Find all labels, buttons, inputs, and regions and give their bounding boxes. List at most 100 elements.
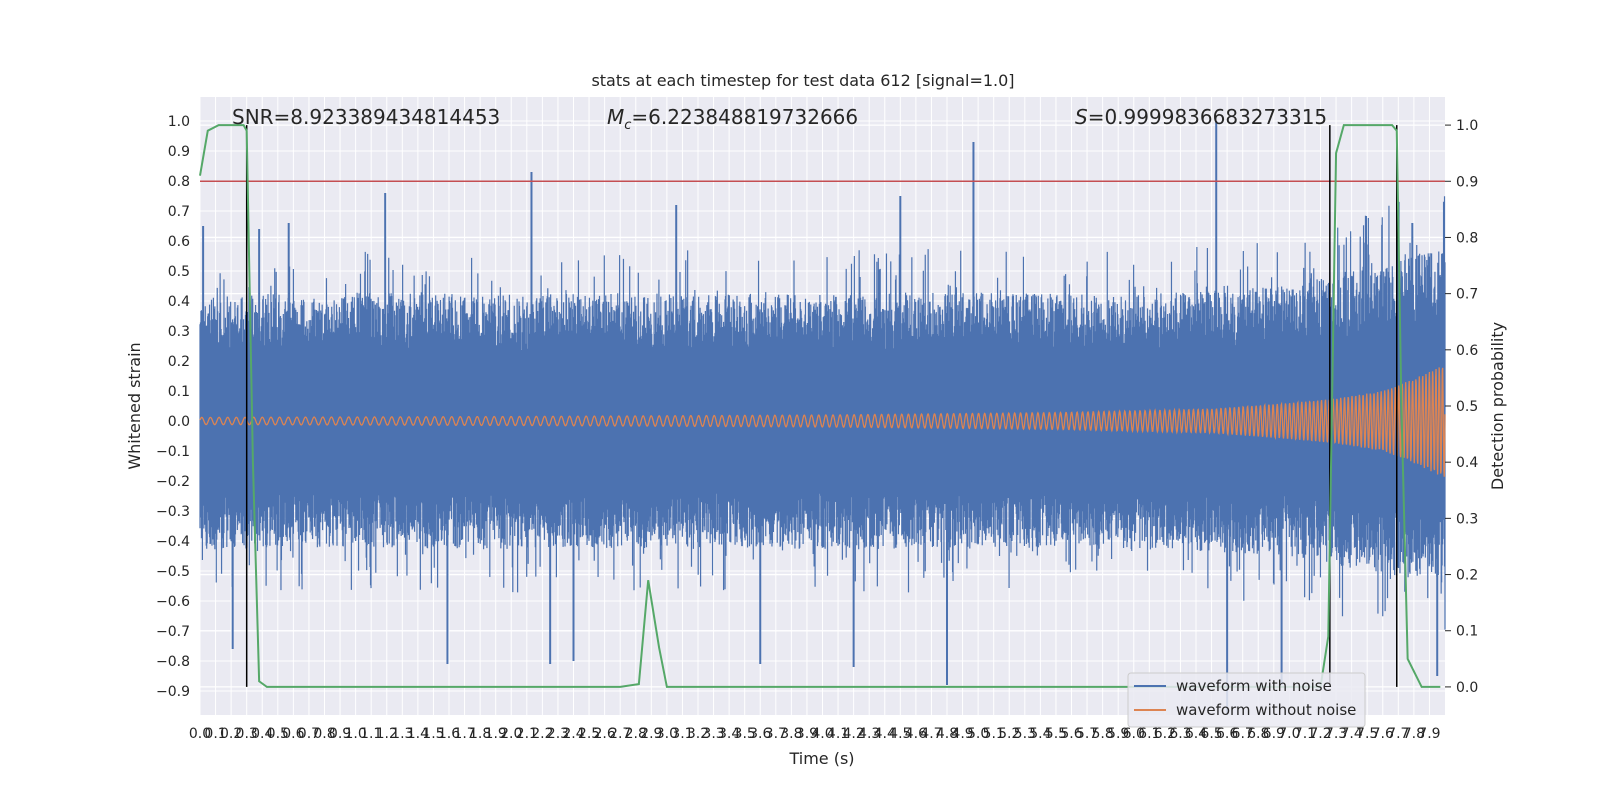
x-tick-label: 4.3 [858, 726, 880, 742]
chirp-mass-subscript: c [624, 118, 631, 133]
y-tick-label-right: 0.3 [1456, 511, 1478, 527]
x-tick-label: 1.9 [485, 726, 507, 742]
significance-value: =0.9999836683273315 [1088, 105, 1327, 129]
y-tick-label-left: 1.0 [168, 114, 190, 130]
x-tick-label: 0.7 [298, 726, 320, 742]
x-tick-label: 5.3 [1014, 726, 1036, 742]
x-tick-label: 7.9 [1418, 726, 1440, 742]
x-tick-label: 2.6 [593, 726, 615, 742]
y-tick-label-left: 0.1 [168, 384, 190, 400]
x-tick-label: 1.5 [422, 726, 444, 742]
x-tick-label: 7.6 [1372, 726, 1394, 742]
snr-annotation: SNR=8.923389434814453 [232, 105, 500, 129]
x-tick-label: 3.4 [718, 726, 740, 742]
x-tick-label: 2.5 [578, 726, 600, 742]
x-tick-label: 2.2 [531, 726, 553, 742]
x-tick-label: 7.4 [1340, 726, 1362, 742]
x-tick-label: 0.0 [189, 726, 211, 742]
x-tick-label: 3.1 [671, 726, 693, 742]
x-tick-label: 5.0 [967, 726, 989, 742]
x-tick-label: 2.3 [547, 726, 569, 742]
y-tick-label-right: 0.1 [1456, 624, 1478, 640]
y-tick-label-right: 0.0 [1456, 680, 1478, 696]
y-tick-label-right: 0.2 [1456, 568, 1478, 584]
y-tick-label-right: 0.6 [1456, 343, 1478, 359]
y-tick-label-left: −0.9 [156, 684, 190, 700]
x-tick-label: 4.6 [905, 726, 927, 742]
y-tick-label-left: −0.3 [156, 504, 190, 520]
x-tick-label: 6.3 [1169, 726, 1191, 742]
x-tick-label: 6.7 [1232, 726, 1254, 742]
x-tick-label: 0.3 [236, 726, 258, 742]
x-tick-label: 6.1 [1138, 726, 1160, 742]
x-tick-label: 5.9 [1107, 726, 1129, 742]
y-tick-labels-right: 1.0 0.9 0.8 0.7 0.6 0.5 0.4 0.3 0.2 0.1 0.0 [1445, 118, 1478, 696]
x-tick-label: 2.1 [516, 726, 538, 742]
x-tick-label: 6.5 [1200, 726, 1222, 742]
x-tick-label: 3.2 [687, 726, 709, 742]
x-tick-label: 2.9 [640, 726, 662, 742]
x-tick-label: 4.1 [827, 726, 849, 742]
y-tick-label-right: 0.7 [1456, 287, 1478, 303]
x-tick-label: 5.4 [1029, 726, 1051, 742]
x-tick-label: 1.3 [391, 726, 413, 742]
chart-title: stats at each timestep for test data 612… [591, 71, 1014, 90]
x-tick-label: 6.8 [1247, 726, 1269, 742]
chirp-mass-annotation: Mc=6.223848819732666 [607, 105, 858, 133]
x-tick-label: 7.2 [1309, 726, 1331, 742]
y-tick-labels-left: 1.0 0.9 0.8 0.7 0.6 0.5 0.4 0.3 0.2 0.1 0.0 −0.1 −0.… [156, 114, 190, 700]
x-tick-label: 3.7 [765, 726, 787, 742]
y-tick-label-left: 0.3 [168, 324, 190, 340]
y-tick-label-left: −0.6 [156, 594, 190, 610]
x-tick-label: 4.5 [889, 726, 911, 742]
x-tick-label: 7.0 [1278, 726, 1300, 742]
x-tick-label: 4.0 [811, 726, 833, 742]
x-tick-label: 0.9 [329, 726, 351, 742]
chirp-mass-value: =6.223848819732666 [631, 105, 858, 129]
noise-core-band [200, 385, 1445, 457]
y-tick-label-left: −0.8 [156, 654, 190, 670]
x-tick-label: 3.6 [749, 726, 771, 742]
x-tick-label: 0.2 [220, 726, 242, 742]
x-tick-label: 6.2 [1154, 726, 1176, 742]
significance-annotation: S=0.9999836683273315 [1075, 105, 1327, 129]
legend-label-noise: waveform with noise [1176, 677, 1332, 695]
x-tick-label: 0.8 [313, 726, 335, 742]
x-tick-label: 1.6 [438, 726, 460, 742]
y-tick-label-left: 0.6 [168, 234, 190, 250]
x-tick-label: 6.6 [1216, 726, 1238, 742]
x-tick-label: 3.8 [780, 726, 802, 742]
y-tick-label-left: 0.8 [168, 174, 190, 190]
x-tick-label: 2.7 [609, 726, 631, 742]
x-tick-label: 7.7 [1387, 726, 1409, 742]
y-tick-label-left: −0.5 [156, 564, 190, 580]
x-tick-label: 1.8 [469, 726, 491, 742]
y-tick-label-right: 0.5 [1456, 399, 1478, 415]
y-tick-label-left: 0.5 [168, 264, 190, 280]
significance-symbol: S [1075, 105, 1088, 129]
x-tick-label: 7.5 [1356, 726, 1378, 742]
x-tick-label: 5.7 [1076, 726, 1098, 742]
legend: waveform with noise waveform without noi… [1127, 672, 1366, 728]
x-tick-label: 5.2 [998, 726, 1020, 742]
legend-label-clean: waveform without noise [1176, 701, 1356, 719]
x-tick-label: 5.5 [1045, 726, 1067, 742]
y-tick-label-left: 0.4 [168, 294, 190, 310]
x-tick-label: 7.1 [1294, 726, 1316, 742]
y-tick-label-left: 0.9 [168, 144, 190, 160]
x-tick-label: 5.6 [1060, 726, 1082, 742]
x-tick-label: 7.8 [1403, 726, 1425, 742]
y-tick-label-left: −0.1 [156, 444, 190, 460]
y-tick-label-left: −0.2 [156, 474, 190, 490]
x-tick-label: 1.0 [344, 726, 366, 742]
y-tick-label-left: 0.2 [168, 354, 190, 370]
x-tick-label: 2.0 [500, 726, 522, 742]
y-tick-label-left: −0.7 [156, 624, 190, 640]
x-axis-label: Time (s) [788, 749, 854, 768]
x-tick-label: 0.4 [251, 726, 273, 742]
series-waveform-without-noise [199, 367, 1446, 477]
y-tick-label-left: 0.0 [168, 414, 190, 430]
x-tick-label: 7.3 [1325, 726, 1347, 742]
chirp-mass-symbol: M [607, 105, 624, 129]
